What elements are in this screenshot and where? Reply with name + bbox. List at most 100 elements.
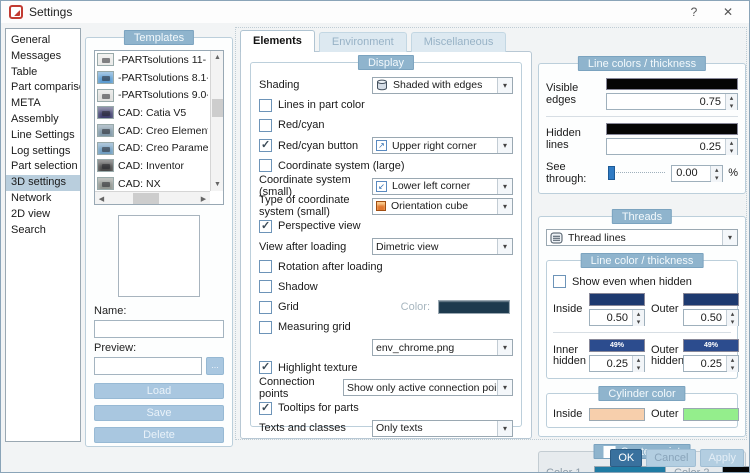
spinner-buttons[interactable] xyxy=(726,356,738,372)
scroll-up-icon[interactable]: ▲ xyxy=(214,54,221,61)
red-cyan-button-checkbox[interactable] xyxy=(259,138,272,153)
sidebar-item-search[interactable]: Search xyxy=(11,223,46,236)
template-item[interactable]: CAD: Catia V5 xyxy=(95,104,210,122)
outer-thickness-spinner[interactable]: 0.50 xyxy=(683,309,739,326)
coordinate-system-large-checkbox[interactable] xyxy=(259,159,272,173)
dropdown-arrow-icon[interactable] xyxy=(497,239,512,255)
hidden-lines-color-swatch[interactable] xyxy=(606,123,738,135)
inside-thickness-spinner[interactable]: 0.50 xyxy=(589,309,645,326)
save-button[interactable]: Save xyxy=(94,405,224,421)
load-button[interactable]: Load xyxy=(94,383,224,399)
spinner-buttons[interactable] xyxy=(632,310,644,326)
cylinder-outer-color-swatch[interactable] xyxy=(683,408,739,421)
scroll-right-icon[interactable]: ▶ xyxy=(200,195,207,203)
texture-file-select[interactable]: env_chrome.png xyxy=(372,339,513,357)
sidebar-item-3d-settings[interactable]: 3D settings xyxy=(6,175,80,191)
template-item[interactable]: CAD: Inventor xyxy=(95,157,210,175)
horizontal-scrollbar[interactable]: ◀ ▶ xyxy=(95,191,210,204)
help-button[interactable]: ? xyxy=(690,5,698,19)
spin-up-icon[interactable] xyxy=(633,356,644,364)
outer-hidden-color-swatch[interactable]: 49% xyxy=(683,339,739,352)
tab-elements[interactable]: Elements xyxy=(240,30,315,52)
grid-color-swatch[interactable] xyxy=(438,300,510,315)
lines-in-part-color-checkbox[interactable] xyxy=(259,98,272,112)
highlight-texture-checkbox[interactable] xyxy=(259,360,272,375)
spin-down-icon[interactable] xyxy=(633,364,644,372)
sidebar-item-2d-view[interactable]: 2D view xyxy=(11,207,51,220)
sidebar-item-log-settings[interactable]: Log settings xyxy=(11,144,71,157)
spin-up-icon[interactable] xyxy=(727,310,738,318)
inner-hidden-thickness-spinner[interactable]: 0.25 xyxy=(589,355,645,372)
close-button[interactable]: ✕ xyxy=(722,5,734,19)
tab-miscellaneous[interactable]: Miscellaneous xyxy=(410,32,507,52)
vertical-scrollbar[interactable]: ▲ ▼ xyxy=(210,51,223,191)
grid-checkbox[interactable] xyxy=(259,300,272,314)
delete-button[interactable]: Delete xyxy=(94,427,224,443)
template-item[interactable]: CAD: Creo Elements/Direc xyxy=(95,122,210,140)
scrollbar-thumb[interactable] xyxy=(133,193,159,204)
spin-up-icon[interactable] xyxy=(633,310,644,318)
spin-down-icon[interactable] xyxy=(711,173,723,182)
spinner-buttons[interactable] xyxy=(710,165,723,182)
spinner-buttons[interactable] xyxy=(725,94,737,110)
tooltips-for-parts-checkbox[interactable] xyxy=(259,401,272,415)
sidebar-item-meta[interactable]: META xyxy=(11,97,41,110)
scroll-down-icon[interactable]: ▼ xyxy=(214,181,221,188)
see-through-slider[interactable] xyxy=(608,166,666,180)
inner-hidden-color-swatch[interactable]: 49% xyxy=(589,339,645,352)
sidebar-item-part-selection[interactable]: Part selection xyxy=(11,160,78,173)
sidebar-item-line-settings[interactable]: Line Settings xyxy=(11,128,75,141)
thread-mode-select[interactable]: Thread lines xyxy=(546,229,738,246)
preview-path-input[interactable] xyxy=(94,357,202,375)
shadow-checkbox[interactable] xyxy=(259,280,272,294)
spin-down-icon[interactable] xyxy=(726,102,737,110)
texts-and-classes-select[interactable]: Only texts xyxy=(372,419,513,437)
spin-up-icon[interactable] xyxy=(727,356,738,364)
perspective-view-checkbox[interactable] xyxy=(259,219,272,233)
show-even-when-hidden-checkbox[interactable] xyxy=(553,275,566,288)
spin-down-icon[interactable] xyxy=(726,147,737,155)
color2-swatch[interactable] xyxy=(722,466,749,472)
red-cyan-position-select[interactable]: ↗ Upper right corner xyxy=(372,137,513,155)
scroll-left-icon[interactable]: ◀ xyxy=(98,195,105,203)
dropdown-arrow-icon[interactable] xyxy=(497,138,512,154)
outer-hidden-thickness-spinner[interactable]: 0.25 xyxy=(683,355,739,372)
scrollbar-thumb[interactable] xyxy=(212,99,223,117)
sidebar-item-part-comparison[interactable]: Part comparison xyxy=(11,81,80,94)
outer-color-swatch[interactable] xyxy=(683,293,739,306)
apply-button[interactable]: Apply xyxy=(700,449,744,467)
cylinder-inside-color-swatch[interactable] xyxy=(589,408,645,421)
sidebar-item-messages[interactable]: Messages xyxy=(11,49,62,62)
template-item[interactable]: -PARTsolutions 9.0- xyxy=(95,86,210,104)
sidebar-item-general[interactable]: General xyxy=(11,34,51,46)
template-item[interactable]: CAD: Creo Parametric xyxy=(95,139,210,157)
dropdown-arrow-icon[interactable] xyxy=(497,340,512,356)
shading-select[interactable]: Shaded with edges xyxy=(372,76,513,94)
dropdown-arrow-icon[interactable] xyxy=(497,178,512,194)
spin-down-icon[interactable] xyxy=(633,318,644,326)
dropdown-arrow-icon[interactable] xyxy=(497,198,512,214)
spinner-buttons[interactable] xyxy=(725,139,737,155)
rotation-after-loading-checkbox[interactable] xyxy=(259,260,272,274)
spin-down-icon[interactable] xyxy=(727,318,738,326)
visible-edges-thickness-spinner[interactable]: 0.75 xyxy=(606,93,738,110)
coordinate-system-small-select[interactable]: ↙ Lower left corner xyxy=(372,177,513,195)
visible-edges-color-swatch[interactable] xyxy=(606,78,738,90)
sidebar-item-table[interactable]: Table xyxy=(11,65,38,78)
coord-type-select[interactable]: Orientation cube xyxy=(372,197,513,215)
slider-handle[interactable] xyxy=(608,166,615,180)
dropdown-arrow-icon[interactable] xyxy=(497,380,512,396)
dropdown-arrow-icon[interactable] xyxy=(497,77,512,93)
red-cyan-checkbox[interactable] xyxy=(259,118,272,132)
sidebar-item-network[interactable]: Network xyxy=(11,191,52,204)
cancel-button[interactable]: Cancel xyxy=(646,449,697,467)
tab-environment[interactable]: Environment xyxy=(318,32,407,52)
template-item[interactable]: -PARTsolutions 11- xyxy=(95,51,210,69)
see-through-spinner[interactable]: 0.00 xyxy=(671,164,724,182)
spin-up-icon[interactable] xyxy=(726,139,737,147)
hidden-lines-thickness-spinner[interactable]: 0.25 xyxy=(606,138,738,155)
template-item[interactable]: -PARTsolutions 8.1- xyxy=(95,69,210,87)
sidebar-item-assembly[interactable]: Assembly xyxy=(11,112,59,125)
dropdown-arrow-icon[interactable] xyxy=(722,230,737,245)
spin-up-icon[interactable] xyxy=(711,165,723,174)
